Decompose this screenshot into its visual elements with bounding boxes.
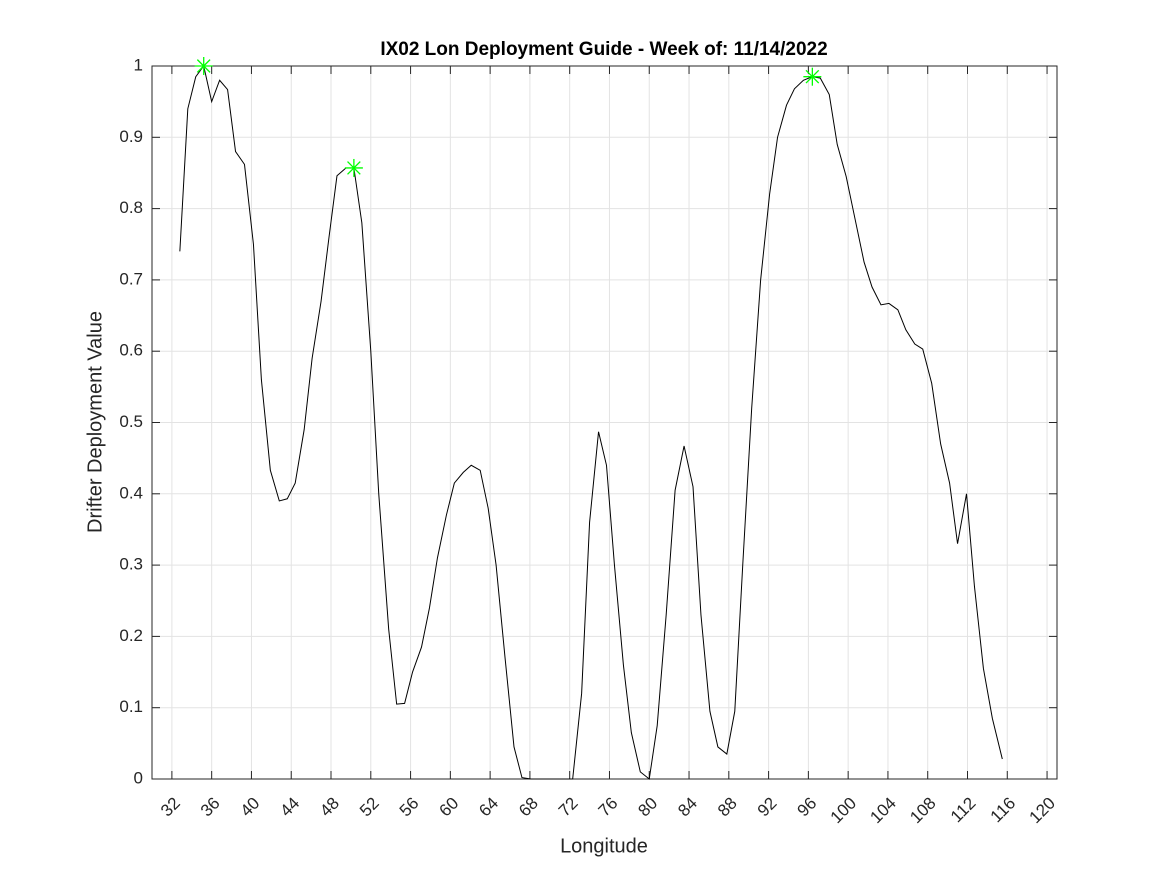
y-tick-label: 0 [134,768,143,787]
peak-marker [803,67,822,86]
peak-marker [194,57,213,75]
y-tick-label: 0.4 [119,483,143,502]
y-tick-label: 1 [134,55,143,74]
y-tick-label: 0.1 [119,697,143,716]
peak-marker [344,158,363,177]
y-tick-label: 0.7 [119,269,143,288]
y-tick-label: 0.5 [119,412,143,431]
chart-title: IX02 Lon Deployment Guide - Week of: 11/… [380,39,827,60]
marker-stroke [196,59,211,73]
y-axis-label: Drifter Deployment Value [84,311,106,533]
x-axis-label: Longitude [560,835,648,857]
data-line [179,64,1003,780]
y-tick-label: 0.9 [119,127,143,146]
marker-stroke [347,161,361,175]
y-tick-label: 0.2 [119,626,143,645]
marker-stroke [805,69,820,84]
y-tick-label: 0.3 [119,555,143,574]
y-tick-label: 0.8 [119,198,143,217]
axes-box [151,65,1058,780]
y-tick-label: 0.6 [119,341,143,360]
